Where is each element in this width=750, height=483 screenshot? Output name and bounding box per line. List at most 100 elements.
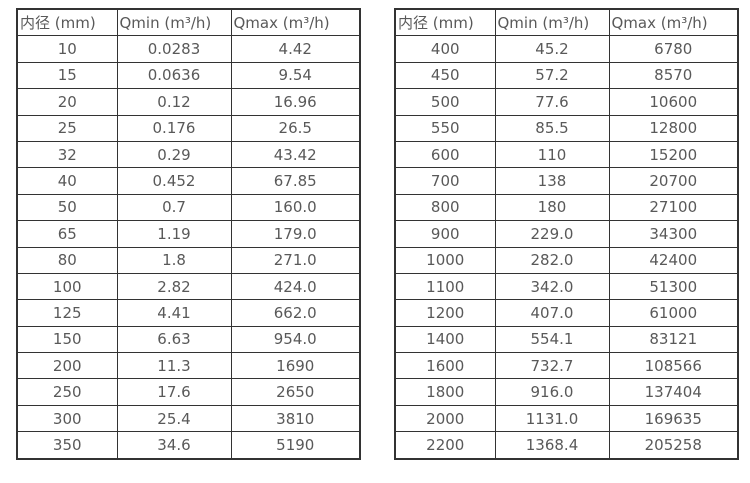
table-row: 2000 1131.0 169635 (394, 404, 739, 433)
table-cell: 6780 (608, 35, 739, 63)
table-cell: 800 (394, 193, 496, 222)
table-cell: 700 (394, 167, 496, 195)
table-cell: 15200 (608, 140, 739, 169)
table-cell: 25.4 (116, 404, 232, 433)
table-row: 150 6.63 954.0 (16, 325, 361, 354)
table-cell: 160.0 (230, 193, 361, 222)
table-cell: 67.85 (230, 167, 361, 195)
table-body: 10 0.0283 4.42 15 0.0636 9.54 20 0.12 16.96 25 0.1… (16, 35, 361, 460)
table-cell: 954.0 (230, 325, 361, 354)
table-cell: 500 (394, 88, 496, 116)
table-row: 2200 1368.4 205258 (394, 431, 739, 460)
table-row: 10 0.0283 4.42 (16, 35, 361, 63)
table-cell: 662.0 (230, 299, 361, 327)
table-cell: 32 (16, 140, 118, 169)
table-cell: 110 (494, 140, 610, 169)
table-row: 20 0.12 16.96 (16, 88, 361, 116)
table-cell: 25 (16, 114, 118, 142)
table-row: 1600 732.7 108566 (394, 352, 739, 380)
table-cell: 342.0 (494, 272, 610, 301)
table-row: 80 1.8 271.0 (16, 246, 361, 274)
table-row: 550 85.5 12800 (394, 114, 739, 142)
flow-rate-table-large-diameters: 内径 (mm) Qmin (m³/h) Qmax (m³/h) 400 45.2 6… (394, 8, 739, 460)
table-cell: 1000 (394, 246, 496, 274)
table-row: 900 229.0 34300 (394, 220, 739, 248)
table-cell: 1200 (394, 299, 496, 327)
table-row: 400 45.2 6780 (394, 35, 739, 63)
table-cell: 1100 (394, 272, 496, 301)
header-qmax: Qmax (m³/h) (608, 8, 739, 37)
table-row: 65 1.19 179.0 (16, 220, 361, 248)
table-cell: 1368.4 (494, 431, 610, 460)
table-cell: 5190 (230, 431, 361, 460)
header-inner-diameter: 内径 (mm) (16, 8, 118, 37)
table-cell: 6.63 (116, 325, 232, 354)
table-cell: 85.5 (494, 114, 610, 142)
table-cell: 125 (16, 299, 118, 327)
table-cell: 1690 (230, 352, 361, 380)
table-cell: 2200 (394, 431, 496, 460)
table-cell: 150 (16, 325, 118, 354)
table-cell: 0.0283 (116, 35, 232, 63)
table-cell: 11.3 (116, 352, 232, 380)
table-cell: 17.6 (116, 378, 232, 406)
table-cell: 0.0636 (116, 61, 232, 90)
table-cell: 205258 (608, 431, 739, 460)
header-inner-diameter: 内径 (mm) (394, 8, 496, 37)
table-cell: 0.12 (116, 88, 232, 116)
table-cell: 1400 (394, 325, 496, 354)
table-row: 350 34.6 5190 (16, 431, 361, 460)
table-cell: 42400 (608, 246, 739, 274)
table-cell: 0.176 (116, 114, 232, 142)
table-row: 50 0.7 160.0 (16, 193, 361, 222)
table-cell: 20 (16, 88, 118, 116)
table-cell: 4.41 (116, 299, 232, 327)
table-cell: 180 (494, 193, 610, 222)
table-cell: 83121 (608, 325, 739, 354)
table-cell: 61000 (608, 299, 739, 327)
table-cell: 900 (394, 220, 496, 248)
table-cell: 1131.0 (494, 404, 610, 433)
table-cell: 77.6 (494, 88, 610, 116)
table-cell: 51300 (608, 272, 739, 301)
table-cell: 2.82 (116, 272, 232, 301)
table-row: 1400 554.1 83121 (394, 325, 739, 354)
table-row: 500 77.6 10600 (394, 88, 739, 116)
table-body: 400 45.2 6780 450 57.2 8570 500 77.6 10600 550 85.… (394, 35, 739, 460)
table-cell: 108566 (608, 352, 739, 380)
table-cell: 169635 (608, 404, 739, 433)
header-qmin: Qmin (m³/h) (494, 8, 610, 37)
table-cell: 2650 (230, 378, 361, 406)
flow-rate-table-small-diameters: 内径 (mm) Qmin (m³/h) Qmax (m³/h) 10 0.0283… (16, 8, 361, 460)
table-row: 1000 282.0 42400 (394, 246, 739, 274)
header-qmin: Qmin (m³/h) (116, 8, 232, 37)
table-row: 15 0.0636 9.54 (16, 61, 361, 90)
table-row: 1100 342.0 51300 (394, 272, 739, 301)
table-cell: 554.1 (494, 325, 610, 354)
table-row: 32 0.29 43.42 (16, 140, 361, 169)
table-cell: 3810 (230, 404, 361, 433)
table-cell: 9.54 (230, 61, 361, 90)
table-cell: 10 (16, 35, 118, 63)
table-cell: 43.42 (230, 140, 361, 169)
table-row: 200 11.3 1690 (16, 352, 361, 380)
table-row: 600 110 15200 (394, 140, 739, 169)
table-cell: 732.7 (494, 352, 610, 380)
table-cell: 34.6 (116, 431, 232, 460)
table-cell: 45.2 (494, 35, 610, 63)
table-cell: 0.7 (116, 193, 232, 222)
table-row: 1200 407.0 61000 (394, 299, 739, 327)
table-cell: 200 (16, 352, 118, 380)
table-row: 100 2.82 424.0 (16, 272, 361, 301)
table-row: 700 138 20700 (394, 167, 739, 195)
table-row: 40 0.452 67.85 (16, 167, 361, 195)
table-cell: 20700 (608, 167, 739, 195)
table-row: 300 25.4 3810 (16, 404, 361, 433)
table-cell: 916.0 (494, 378, 610, 406)
table-cell: 137404 (608, 378, 739, 406)
table-cell: 282.0 (494, 246, 610, 274)
table-cell: 34300 (608, 220, 739, 248)
table-row: 125 4.41 662.0 (16, 299, 361, 327)
table-cell: 12800 (608, 114, 739, 142)
